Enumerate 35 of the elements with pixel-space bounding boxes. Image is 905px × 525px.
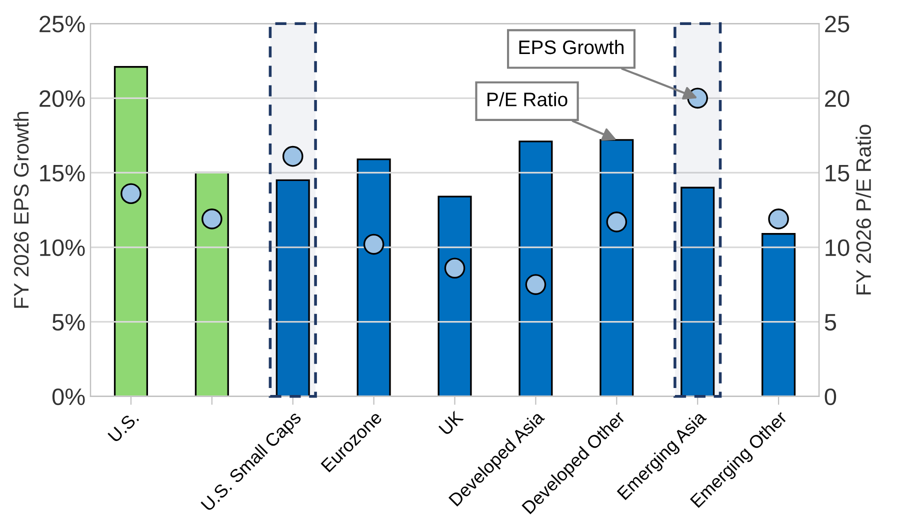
y2-tick-label: 5 (824, 314, 836, 331)
y-tick-label: 25% (40, 16, 85, 32)
bar (194, 172, 229, 396)
y2-tick-label: 0 (824, 388, 836, 406)
bar (518, 140, 553, 396)
y-tick-label: 20% (40, 90, 85, 107)
bar (114, 66, 148, 396)
point (768, 208, 789, 230)
point (363, 234, 384, 255)
y2-tick-label: 25 (825, 16, 850, 32)
annotation: P/E Ratio (488, 92, 568, 106)
y-axis-title: FY 2026 EPS Growth (13, 112, 29, 308)
y2-tick-label: 20 (825, 90, 850, 107)
point (282, 146, 304, 167)
y-tick-label: 15% (40, 164, 85, 182)
point (202, 208, 222, 230)
y-tick-label: 0% (52, 388, 85, 406)
bar (356, 158, 391, 396)
point (120, 183, 142, 204)
bar (438, 196, 472, 396)
y2-tick-label: 10 (826, 239, 850, 256)
annotation: EPS Growth (519, 40, 624, 54)
bar (680, 186, 715, 396)
bar (762, 233, 796, 396)
point (606, 212, 628, 232)
y-tick-label: 10% (40, 239, 85, 256)
x-tick-label: U.S. (107, 411, 140, 443)
y2-axis-title: FY 2026 P/E Ratio (856, 124, 872, 294)
point (444, 258, 466, 279)
x-tick-label: UK (438, 410, 464, 436)
y2-tick-label: 15 (826, 165, 850, 182)
point (525, 274, 546, 295)
y-tick-label: 5% (52, 314, 85, 331)
bar (276, 179, 310, 396)
bar (600, 139, 634, 396)
